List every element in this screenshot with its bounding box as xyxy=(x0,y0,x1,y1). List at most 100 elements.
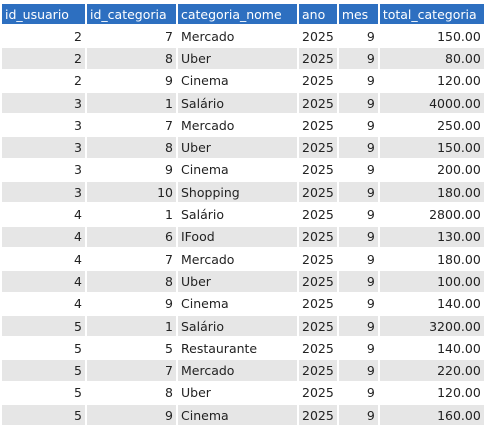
cell-categoria-nome[interactable]: Mercado xyxy=(178,248,297,270)
cell-total-categoria[interactable]: 100.00 xyxy=(379,271,484,292)
cell-id-categoria[interactable]: 7 xyxy=(87,248,176,270)
cell-id-categoria[interactable]: 6 xyxy=(87,226,176,247)
table-row[interactable]: 5 8 Uber 2025 9 120.00 xyxy=(2,382,484,404)
cell-id-usuario[interactable]: 2 xyxy=(2,48,85,69)
cell-id-categoria[interactable]: 10 xyxy=(87,182,176,203)
cell-categoria-nome[interactable]: IFood xyxy=(178,226,297,247)
cell-mes[interactable]: 9 xyxy=(338,26,378,47)
cell-id-usuario[interactable]: 4 xyxy=(2,204,85,225)
cell-id-categoria[interactable]: 9 xyxy=(87,70,176,91)
cell-categoria-nome[interactable]: Mercado xyxy=(178,115,297,136)
cell-ano[interactable]: 2025 xyxy=(299,248,337,270)
cell-total-categoria[interactable]: 160.00 xyxy=(379,405,484,426)
cell-categoria-nome[interactable]: Mercado xyxy=(178,26,297,47)
cell-id-usuario[interactable]: 5 xyxy=(2,360,85,381)
cell-id-categoria[interactable]: 8 xyxy=(87,271,176,292)
cell-mes[interactable]: 9 xyxy=(338,405,378,426)
cell-categoria-nome[interactable]: Salário xyxy=(178,315,297,337)
cell-mes[interactable]: 9 xyxy=(338,271,378,292)
column-header-total-categoria[interactable]: total_categoria xyxy=(379,4,484,24)
cell-mes[interactable]: 9 xyxy=(338,137,378,158)
cell-id-categoria[interactable]: 7 xyxy=(87,26,176,47)
cell-id-categoria[interactable]: 9 xyxy=(87,405,176,426)
cell-ano[interactable]: 2025 xyxy=(299,115,337,136)
cell-total-categoria[interactable]: 200.00 xyxy=(379,159,484,181)
cell-ano[interactable]: 2025 xyxy=(299,271,337,292)
cell-mes[interactable]: 9 xyxy=(338,70,378,91)
table-row[interactable]: 3 7 Mercado 2025 9 250.00 xyxy=(2,115,484,136)
cell-id-usuario[interactable]: 3 xyxy=(2,137,85,158)
cell-ano[interactable]: 2025 xyxy=(299,48,337,69)
cell-ano[interactable]: 2025 xyxy=(299,382,337,404)
table-row[interactable]: 5 5 Restaurante 2025 9 140.00 xyxy=(2,338,484,359)
cell-total-categoria[interactable]: 4000.00 xyxy=(379,92,484,114)
column-header-ano[interactable]: ano xyxy=(299,4,337,24)
cell-categoria-nome[interactable]: Cinema xyxy=(178,159,297,181)
cell-ano[interactable]: 2025 xyxy=(299,293,337,314)
cell-categoria-nome[interactable]: Cinema xyxy=(178,405,297,426)
cell-categoria-nome[interactable]: Uber xyxy=(178,48,297,69)
cell-id-usuario[interactable]: 3 xyxy=(2,115,85,136)
column-header-id-usuario[interactable]: id_usuario xyxy=(2,4,85,24)
cell-ano[interactable]: 2025 xyxy=(299,405,337,426)
cell-ano[interactable]: 2025 xyxy=(299,159,337,181)
cell-total-categoria[interactable]: 180.00 xyxy=(379,248,484,270)
cell-total-categoria[interactable]: 80.00 xyxy=(379,48,484,69)
cell-categoria-nome[interactable]: Shopping xyxy=(178,182,297,203)
cell-mes[interactable]: 9 xyxy=(338,115,378,136)
table-row[interactable]: 2 7 Mercado 2025 9 150.00 xyxy=(2,26,484,47)
cell-id-categoria[interactable]: 9 xyxy=(87,159,176,181)
cell-ano[interactable]: 2025 xyxy=(299,70,337,91)
cell-total-categoria[interactable]: 3200.00 xyxy=(379,315,484,337)
cell-mes[interactable]: 9 xyxy=(338,338,378,359)
table-row[interactable]: 5 7 Mercado 2025 9 220.00 xyxy=(2,360,484,381)
table-row[interactable]: 3 1 Salário 2025 9 4000.00 xyxy=(2,92,484,114)
table-row[interactable]: 4 1 Salário 2025 9 2800.00 xyxy=(2,204,484,225)
cell-mes[interactable]: 9 xyxy=(338,204,378,225)
cell-mes[interactable]: 9 xyxy=(338,315,378,337)
cell-id-categoria[interactable]: 7 xyxy=(87,115,176,136)
cell-total-categoria[interactable]: 220.00 xyxy=(379,360,484,381)
cell-id-categoria[interactable]: 8 xyxy=(87,137,176,158)
cell-total-categoria[interactable]: 120.00 xyxy=(379,382,484,404)
cell-categoria-nome[interactable]: Uber xyxy=(178,271,297,292)
cell-categoria-nome[interactable]: Uber xyxy=(178,382,297,404)
cell-id-usuario[interactable]: 2 xyxy=(2,70,85,91)
cell-id-usuario[interactable]: 5 xyxy=(2,315,85,337)
cell-categoria-nome[interactable]: Uber xyxy=(178,137,297,158)
cell-mes[interactable]: 9 xyxy=(338,226,378,247)
cell-id-categoria[interactable]: 8 xyxy=(87,382,176,404)
cell-id-categoria[interactable]: 5 xyxy=(87,338,176,359)
cell-id-usuario[interactable]: 5 xyxy=(2,382,85,404)
cell-mes[interactable]: 9 xyxy=(338,48,378,69)
cell-id-categoria[interactable]: 1 xyxy=(87,204,176,225)
table-row[interactable]: 4 8 Uber 2025 9 100.00 xyxy=(2,271,484,292)
cell-id-categoria[interactable]: 9 xyxy=(87,293,176,314)
cell-id-categoria[interactable]: 1 xyxy=(87,92,176,114)
cell-total-categoria[interactable]: 180.00 xyxy=(379,182,484,203)
cell-mes[interactable]: 9 xyxy=(338,182,378,203)
cell-total-categoria[interactable]: 140.00 xyxy=(379,338,484,359)
cell-mes[interactable]: 9 xyxy=(338,159,378,181)
cell-id-usuario[interactable]: 4 xyxy=(2,248,85,270)
cell-id-usuario[interactable]: 3 xyxy=(2,182,85,203)
cell-id-usuario[interactable]: 2 xyxy=(2,26,85,47)
cell-categoria-nome[interactable]: Cinema xyxy=(178,70,297,91)
table-row[interactable]: 3 10 Shopping 2025 9 180.00 xyxy=(2,182,484,203)
cell-categoria-nome[interactable]: Salário xyxy=(178,92,297,114)
column-header-mes[interactable]: mes xyxy=(338,4,378,24)
cell-mes[interactable]: 9 xyxy=(338,92,378,114)
cell-mes[interactable]: 9 xyxy=(338,293,378,314)
table-row[interactable]: 2 8 Uber 2025 9 80.00 xyxy=(2,48,484,69)
cell-id-usuario[interactable]: 4 xyxy=(2,226,85,247)
cell-ano[interactable]: 2025 xyxy=(299,338,337,359)
cell-id-usuario[interactable]: 3 xyxy=(2,92,85,114)
cell-total-categoria[interactable]: 150.00 xyxy=(379,137,484,158)
cell-total-categoria[interactable]: 150.00 xyxy=(379,26,484,47)
table-row[interactable]: 5 9 Cinema 2025 9 160.00 xyxy=(2,405,484,426)
table-row[interactable]: 4 7 Mercado 2025 9 180.00 xyxy=(2,248,484,270)
table-row[interactable]: 2 9 Cinema 2025 9 120.00 xyxy=(2,70,484,91)
cell-categoria-nome[interactable]: Mercado xyxy=(178,360,297,381)
cell-mes[interactable]: 9 xyxy=(338,360,378,381)
column-header-id-categoria[interactable]: id_categoria xyxy=(87,4,176,24)
